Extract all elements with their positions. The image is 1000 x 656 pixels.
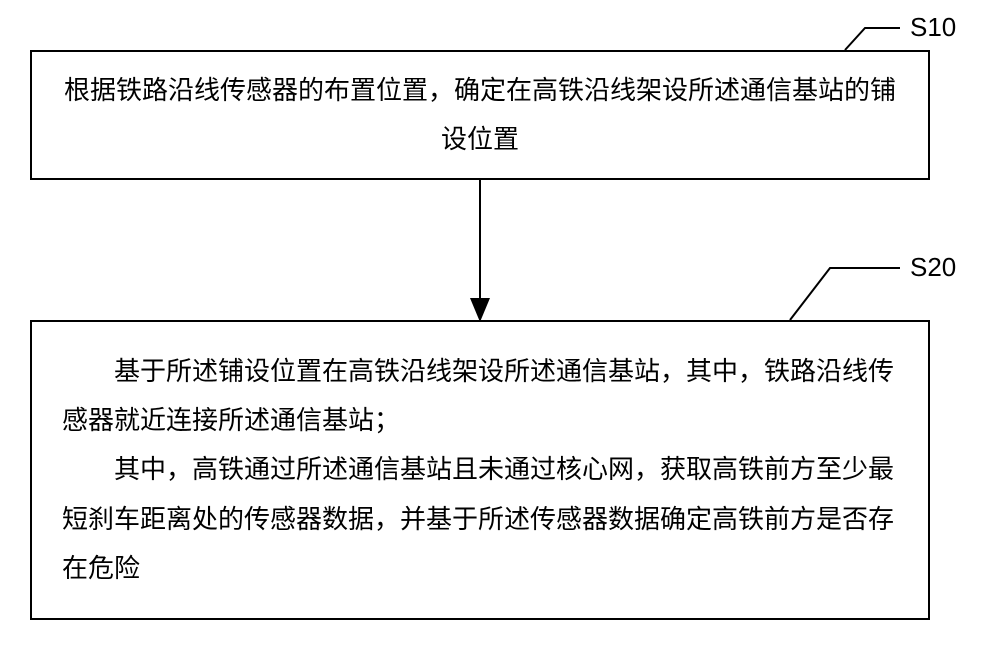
label-s10: S10 [910,12,956,43]
leader-s10 [845,28,900,50]
step-s20-para2: 其中，高铁通过所述通信基站且未通过核心网，获取高铁前方至少最短刹车距离处的传感器… [62,445,898,593]
flowchart-canvas: 根据铁路沿线传感器的布置位置，确定在高铁沿线架设所述通信基站的铺设位置 基于所述… [0,0,1000,656]
step-s20-para1: 基于所述铺设位置在高铁沿线架设所述通信基站，其中，铁路沿线传感器就近连接所述通信… [62,347,898,446]
step-s10-text: 根据铁路沿线传感器的布置位置，确定在高铁沿线架设所述通信基站的铺设位置 [62,66,898,165]
label-s20: S20 [910,252,956,283]
step-s20-box: 基于所述铺设位置在高铁沿线架设所述通信基站，其中，铁路沿线传感器就近连接所述通信… [30,320,930,620]
leader-s20 [790,268,900,320]
step-s10-box: 根据铁路沿线传感器的布置位置，确定在高铁沿线架设所述通信基站的铺设位置 [30,50,930,180]
step-s20-text: 基于所述铺设位置在高铁沿线架设所述通信基站，其中，铁路沿线传感器就近连接所述通信… [62,347,898,594]
